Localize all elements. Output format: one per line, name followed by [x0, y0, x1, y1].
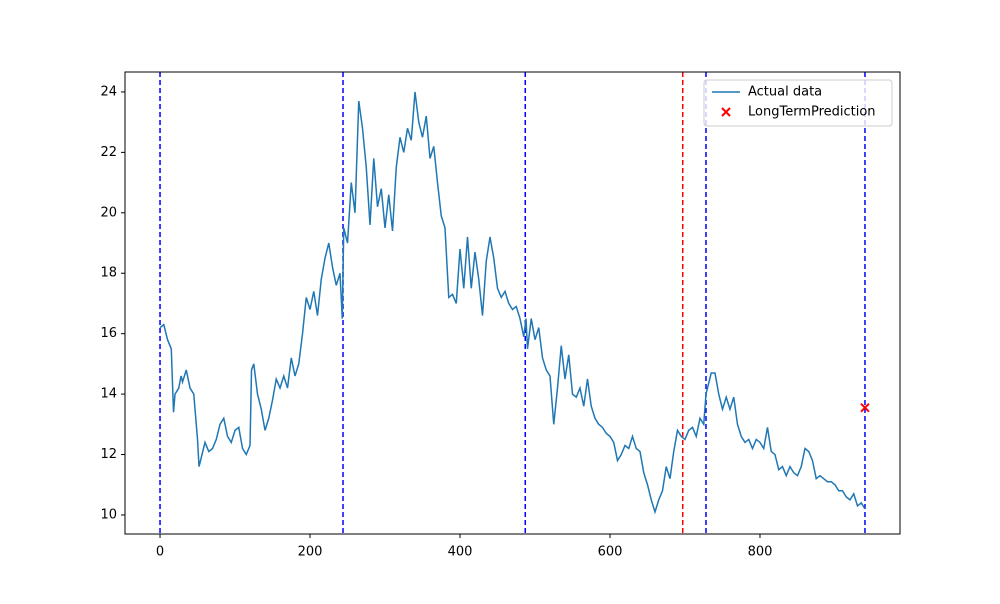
legend-label: LongTermPrediction [748, 105, 876, 120]
x-tick-label: 600 [598, 545, 623, 560]
x-tick-label: 800 [748, 545, 773, 560]
plot-frame [124, 71, 901, 535]
y-tick-label: 24 [100, 84, 117, 99]
legend-box [703, 79, 893, 127]
y-tick-label: 14 [100, 387, 117, 402]
prediction-marker [860, 402, 870, 413]
y-tick-label: 18 [100, 266, 117, 281]
legend-label: Actual data [748, 85, 822, 100]
data-line [159, 91, 866, 515]
y-tick-label: 20 [100, 205, 117, 220]
y-tick-label: 12 [100, 447, 117, 462]
y-tick-label: 22 [100, 145, 117, 160]
x-tick-label: 400 [448, 545, 473, 560]
legend-swatch [721, 107, 731, 117]
x-tick-label: 200 [298, 545, 323, 560]
x-tick-label: 0 [156, 545, 164, 560]
y-tick-label: 16 [100, 326, 117, 341]
y-tick-label: 10 [100, 507, 117, 522]
